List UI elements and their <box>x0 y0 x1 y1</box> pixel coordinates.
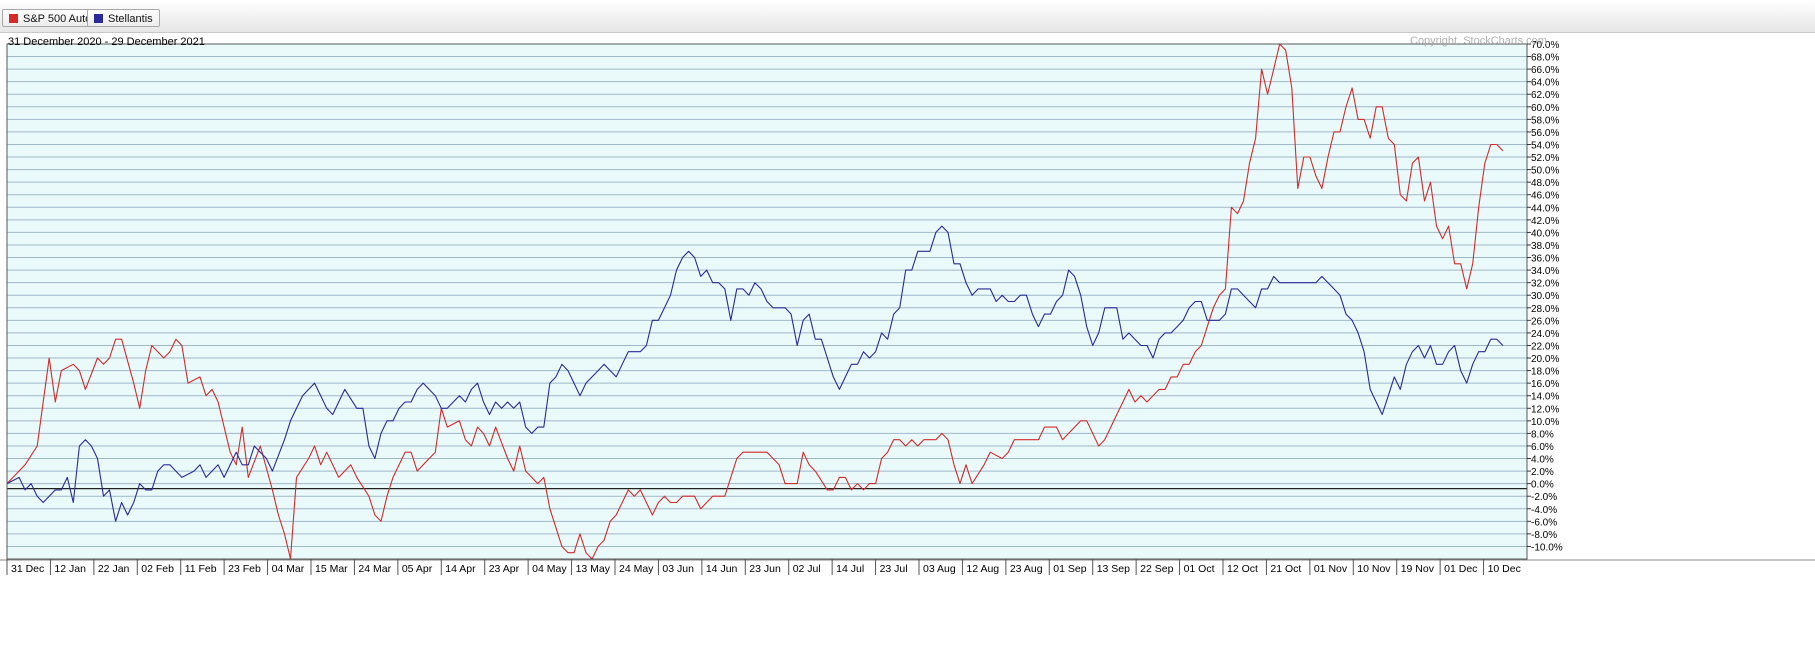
plot-border <box>6 43 1528 560</box>
y-tick-label: -4.0% <box>1531 505 1557 516</box>
x-tick-label: 11 Feb <box>185 563 217 575</box>
y-tick-label: 6.0% <box>1531 442 1554 453</box>
legend-item-stellantis[interactable]: Stellantis <box>87 9 160 27</box>
x-tick-label: 13 Sep <box>1097 563 1130 575</box>
x-tick-label: 23 Feb <box>228 563 261 575</box>
x-tick-label: 01 Oct <box>1184 563 1215 575</box>
x-tick-label: 24 May <box>619 563 654 575</box>
x-tick-label: 31 Dec <box>11 563 44 575</box>
y-tick-label: 58.0% <box>1531 115 1559 126</box>
x-tick-label: 04 May <box>532 563 567 575</box>
x-tick-label: 03 Jun <box>662 563 694 575</box>
y-tick-label: -10.0% <box>1531 542 1563 553</box>
y-tick-label: 38.0% <box>1531 241 1559 252</box>
x-tick-label: 22 Sep <box>1140 563 1173 575</box>
x-tick-label: 12 Aug <box>966 563 999 575</box>
y-tick-label: -8.0% <box>1531 530 1557 541</box>
y-tick-label: 18.0% <box>1531 367 1559 378</box>
x-tick-label: 12 Oct <box>1227 563 1258 575</box>
y-tick-label: 48.0% <box>1531 178 1559 189</box>
x-tick-label: 21 Oct <box>1270 563 1301 575</box>
x-tick-label: 24 Mar <box>358 563 391 575</box>
x-tick-label: 02 Jul <box>793 563 821 575</box>
legend-label: S&P 500 Autos <box>23 13 97 25</box>
x-tick-label: 23 Jul <box>880 563 908 575</box>
y-tick-label: 56.0% <box>1531 128 1559 139</box>
y-tick-label: 2.0% <box>1531 467 1554 478</box>
y-tick-label: 34.0% <box>1531 266 1559 277</box>
y-tick-label: 0.0% <box>1531 480 1554 491</box>
x-tick-label: 10 Dec <box>1488 563 1521 575</box>
y-tick-label: 50.0% <box>1531 166 1559 177</box>
x-tick-label: 12 Jan <box>54 563 86 575</box>
y-tick-label: 16.0% <box>1531 379 1559 390</box>
x-tick-label: 05 Apr <box>402 563 433 575</box>
x-tick-label: 01 Nov <box>1314 563 1348 575</box>
y-tick-label: 36.0% <box>1531 254 1559 265</box>
x-tick-label: 04 Mar <box>272 563 305 575</box>
y-tick-label: 44.0% <box>1531 203 1559 214</box>
legend-label: Stellantis <box>108 13 153 25</box>
plot-frame <box>6 43 1528 560</box>
y-tick-label: 24.0% <box>1531 329 1559 340</box>
legend-item-sp500-autos[interactable]: S&P 500 Autos <box>2 9 104 27</box>
y-tick-label: 70.0% <box>1531 40 1559 51</box>
x-tick-label: 19 Nov <box>1401 563 1435 575</box>
x-tick-label: 23 Apr <box>489 563 520 575</box>
y-tick-label: 4.0% <box>1531 455 1554 466</box>
y-tick-label: -2.0% <box>1531 492 1557 503</box>
y-tick-label: 12.0% <box>1531 404 1559 415</box>
y-tick-label: 10.0% <box>1531 417 1559 428</box>
copyright-text: Copyright, StockCharts.com <box>1410 35 1547 47</box>
blue-square-icon <box>94 14 103 23</box>
x-tick-label: 22 Jan <box>98 563 130 575</box>
y-tick-label: 26.0% <box>1531 316 1559 327</box>
legend-bar: S&P 500 Autos Stellantis <box>0 0 1815 33</box>
series-line-stellantis <box>6 225 1504 522</box>
y-tick-label: 66.0% <box>1531 65 1559 76</box>
x-tick-label: 14 Apr <box>445 563 476 575</box>
y-tick-label: 22.0% <box>1531 341 1559 352</box>
x-tick-label: 14 Jun <box>706 563 738 575</box>
y-axis: 70.0% 68.0%66.0% 64.0%62.0% 60.0%58.0% 56.0%… <box>1527 40 1563 553</box>
x-axis: 31 Dec 12 Jan 22 Jan 02 Feb 11 Feb 23 Feb 04 M… <box>0 559 1815 575</box>
y-tick-label: 14.0% <box>1531 392 1559 403</box>
x-tick-label: 01 Sep <box>1053 563 1086 575</box>
y-tick-label: 54.0% <box>1531 140 1559 151</box>
x-tick-label: 03 Aug <box>923 563 956 575</box>
y-tick-label: 68.0% <box>1531 53 1559 64</box>
red-square-icon <box>9 14 18 23</box>
x-tick-label: 14 Jul <box>836 563 864 575</box>
series-lines <box>6 43 1504 560</box>
y-tick-label: 8.0% <box>1531 429 1554 440</box>
y-tick-label: 52.0% <box>1531 153 1559 164</box>
y-tick-label: 40.0% <box>1531 228 1559 239</box>
x-tick-label: 10 Nov <box>1357 563 1391 575</box>
x-tick-label: 01 Dec <box>1444 563 1477 575</box>
series-line-s-p-500-autos <box>6 43 1504 560</box>
x-tick-label: 23 Jun <box>749 563 781 575</box>
x-tick-label: 23 Aug <box>1010 563 1043 575</box>
y-tick-label: 62.0% <box>1531 90 1559 101</box>
y-tick-label: 60.0% <box>1531 103 1559 114</box>
y-tick-label: 20.0% <box>1531 354 1559 365</box>
y-tick-label: 28.0% <box>1531 304 1559 315</box>
y-tick-label: 42.0% <box>1531 216 1559 227</box>
grid-lines <box>7 43 1527 547</box>
x-tick-label: 13 May <box>576 563 611 575</box>
chart-svg: 70.0% 68.0%66.0% 64.0%62.0% 60.0%58.0% 56.0%… <box>0 40 1815 575</box>
y-tick-label: -6.0% <box>1531 517 1557 528</box>
y-tick-label: 46.0% <box>1531 191 1559 202</box>
y-tick-label: 32.0% <box>1531 279 1559 290</box>
x-tick-label: 15 Mar <box>315 563 348 575</box>
y-tick-label: 30.0% <box>1531 291 1559 302</box>
date-range: 31 December 2020 - 29 December 2021 <box>8 36 205 48</box>
y-tick-label: 64.0% <box>1531 78 1559 89</box>
x-tick-label: 02 Feb <box>141 563 174 575</box>
